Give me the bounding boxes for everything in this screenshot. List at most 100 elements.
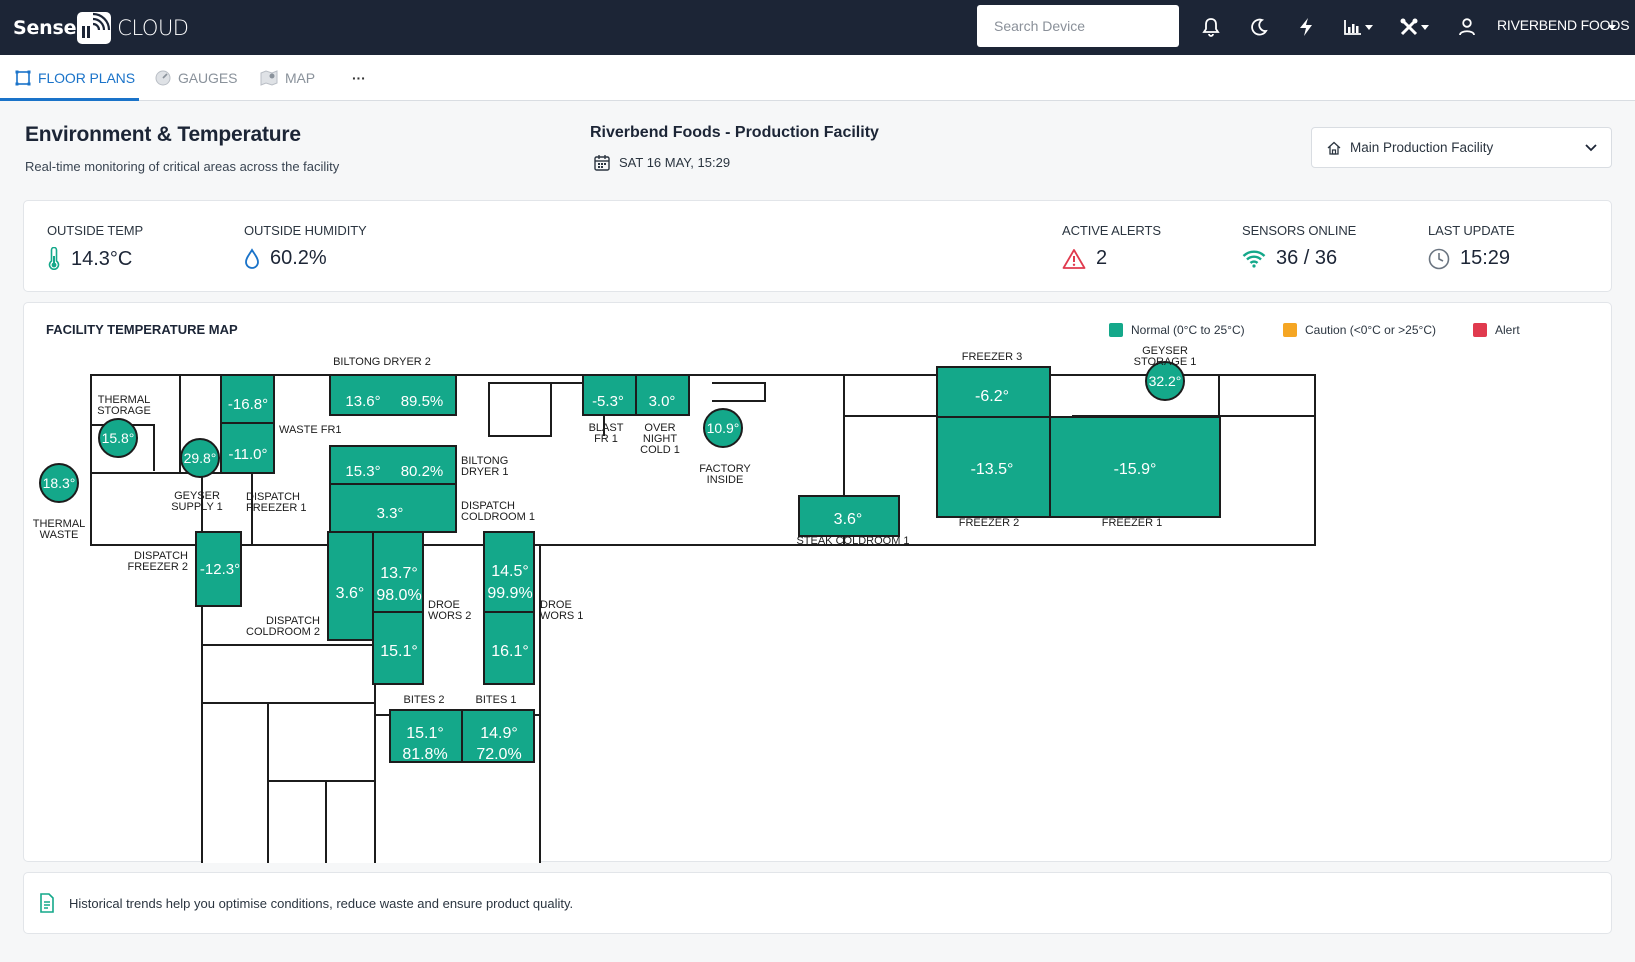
user-icon-button[interactable] [1459, 14, 1475, 40]
zone-label: WASTE FR1 [279, 424, 342, 436]
logo-text: Sense [13, 17, 77, 39]
zone-reading: 80.2% [401, 463, 444, 480]
tab-gauges[interactable]: GAUGES [155, 55, 237, 101]
sensor-point[interactable] [98, 418, 138, 458]
zone-label: BITES 2 [404, 694, 445, 706]
tab-bar: FLOOR PLANS GAUGES MAP ··· [0, 55, 1635, 101]
zone-reading: 14.9° [480, 725, 518, 742]
map-title: FACILITY TEMPERATURE MAP [46, 322, 238, 337]
zone-label: THERMAL STORAGE [97, 394, 151, 417]
facility-map-card: FACILITY TEMPERATURE MAP Normal (0°C to … [23, 302, 1612, 863]
thermometer-icon [48, 247, 60, 270]
facility-select[interactable]: Main Production Facility [1311, 127, 1612, 168]
stat-label: SENSORS ONLINE [1242, 223, 1357, 238]
sensor-point[interactable] [39, 463, 79, 503]
stat-last-update: LAST UPDATE 15:29 [1428, 223, 1515, 270]
wall [712, 382, 766, 402]
sensor-point[interactable] [1145, 361, 1185, 401]
sensor-reading: 15.8° [102, 430, 135, 446]
water-drop-icon [245, 247, 259, 269]
chart-icon [1344, 20, 1361, 35]
tools-icon [1400, 18, 1418, 36]
stat-value: 15:29 [1460, 247, 1511, 269]
zone-7[interactable] [936, 366, 1051, 418]
zone-reading: 15.3° [345, 463, 380, 480]
zone-16[interactable] [483, 611, 535, 685]
app-logo[interactable]: Sense CLOUD [13, 8, 189, 48]
zone-9[interactable] [1049, 416, 1221, 518]
power-button[interactable] [1298, 14, 1314, 40]
chevron-down-icon [1365, 24, 1373, 30]
zone-reading: -13.5° [971, 461, 1014, 478]
stat-active-alerts[interactable]: ACTIVE ALERTS 2 [1062, 223, 1161, 270]
notifications-button[interactable] [1202, 14, 1220, 40]
sensor-reading: 10.9° [707, 420, 740, 436]
tab-more[interactable]: ··· [352, 55, 366, 101]
zone-label: BILTONG DRYER 2 [333, 356, 431, 368]
zone-label: GEYSER STORAGE 1 [1134, 345, 1197, 368]
zone-18[interactable] [461, 709, 535, 763]
sensor-point[interactable] [703, 408, 743, 448]
chevron-down-icon[interactable] [1608, 25, 1616, 30]
zone-12[interactable] [327, 531, 374, 641]
zone-reading: 15.1° [380, 643, 418, 660]
zone-10[interactable] [798, 495, 900, 537]
zone-label: THERMAL WASTE [33, 518, 86, 541]
zone-label: DISPATCH COLDROOM 2 [246, 615, 320, 638]
account-name[interactable]: RIVERBEND FOODS [1497, 17, 1630, 33]
stat-value: 14.3°C [71, 247, 133, 270]
zone-reading: -15.9° [1114, 461, 1157, 478]
dark-mode-button[interactable] [1250, 14, 1268, 40]
zone-4[interactable] [329, 483, 457, 533]
sensor-reading: 29.8° [184, 450, 217, 466]
zone-label: FACTORY INSIDE [699, 463, 751, 486]
logo-cloud-text: CLOUD [117, 16, 189, 40]
lightning-icon [1300, 18, 1312, 36]
zone-reading: 13.7° [380, 565, 418, 582]
tab-label: FLOOR PLANS [38, 70, 135, 86]
zone-label: DROE WORS 2 [428, 599, 471, 622]
zone-3[interactable] [329, 445, 457, 485]
zone-reading: 89.5% [401, 393, 444, 410]
chevron-down-icon [1421, 24, 1429, 30]
zone-1[interactable] [220, 422, 275, 474]
stat-value: 36 / 36 [1276, 247, 1338, 269]
sensor-point[interactable] [180, 438, 220, 478]
facility-select-value: Main Production Facility [1350, 140, 1494, 155]
zone-8[interactable] [936, 416, 1051, 518]
zone-14[interactable] [372, 611, 424, 685]
stat-outside-temp: OUTSIDE TEMP 14.3°C [47, 223, 143, 271]
page-subtitle: Real-time monitoring of critical areas a… [25, 159, 340, 174]
tab-map[interactable]: MAP [260, 55, 315, 101]
top-bar: Sense CLOUD RIVERBEND FOODS [0, 0, 1635, 55]
facility-title: Riverbend Foods - Production Facility [590, 124, 879, 141]
tab-floor-plans[interactable]: FLOOR PLANS [15, 55, 135, 101]
datetime-text: SAT 16 MAY, 15:29 [619, 155, 731, 170]
zone-11[interactable] [195, 531, 242, 607]
search-input[interactable] [977, 5, 1179, 47]
zone-reading: -11.0° [228, 446, 267, 463]
zone-6[interactable] [635, 374, 690, 416]
zone-label: FREEZER 2 [959, 517, 1020, 529]
alert-triangle-icon [1062, 249, 1086, 269]
zone-13[interactable] [372, 531, 424, 613]
stat-label: OUTSIDE TEMP [47, 223, 144, 238]
zone-reading: -5.3° [592, 393, 624, 410]
stat-label: LAST UPDATE [1428, 223, 1515, 238]
zone-2[interactable] [329, 374, 457, 416]
clock-icon [1428, 248, 1450, 269]
zone-reading: 3.3° [377, 505, 404, 522]
zone-label: STEAK COLDROOM 1 [796, 535, 909, 547]
reports-menu-button[interactable] [1344, 14, 1373, 40]
legend-alert: Alert [1473, 323, 1520, 337]
active-tab-indicator [0, 98, 139, 101]
zone-label: GEYSER SUPPLY 1 [171, 490, 223, 513]
tab-label: MAP [285, 70, 316, 86]
zone-label: DISPATCH FREEZER 2 [127, 550, 188, 573]
sensor-reading: 32.2° [1149, 373, 1182, 389]
map-icon [260, 70, 278, 86]
tools-menu-button[interactable] [1400, 14, 1429, 40]
zone-label: FREEZER 1 [1102, 517, 1163, 529]
zone-label: BITES 1 [476, 694, 517, 706]
zone-reading: 14.5° [491, 563, 529, 580]
